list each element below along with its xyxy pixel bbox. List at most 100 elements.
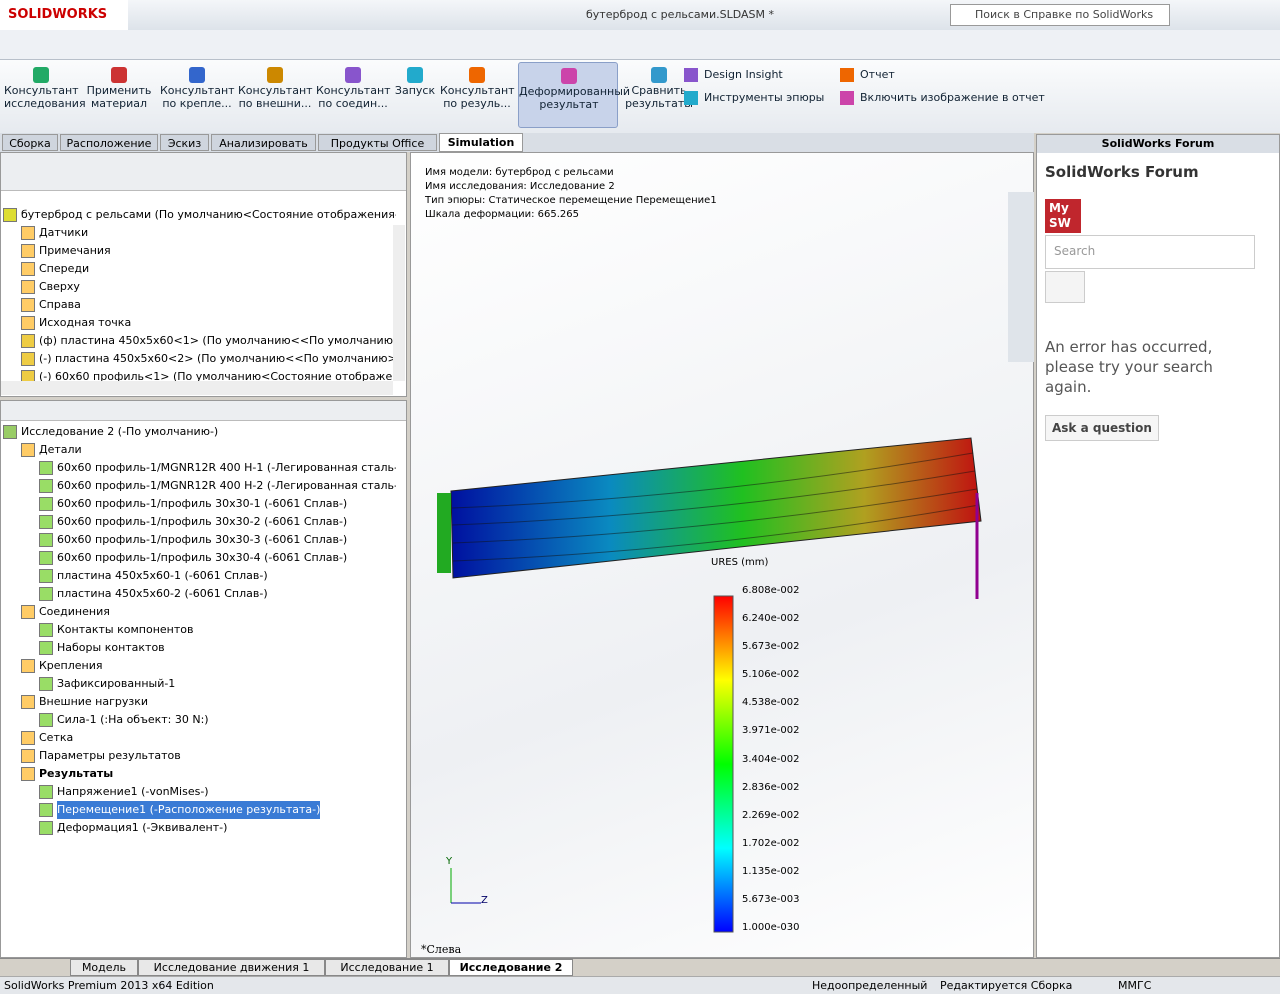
ribbon-button[interactable]: Деформированный результат	[518, 62, 631, 128]
view-info: Имя модели: бутерброд с рельсами	[425, 167, 614, 178]
tree-icon	[39, 641, 53, 655]
bottom-tab[interactable]: Исследование 2	[449, 959, 573, 976]
tree-item[interactable]: (-) пластина 450х5х60<2> (По умолчанию<<…	[21, 350, 396, 368]
beam-edges	[451, 452, 980, 562]
tree-item[interactable]: Результаты	[21, 765, 396, 783]
tab[interactable]: Сборка	[2, 134, 58, 151]
tree-item[interactable]: Примечания	[21, 242, 396, 260]
tree-item[interactable]: Внешние нагрузки	[21, 693, 396, 711]
tree-item[interactable]: Спереди	[21, 260, 396, 278]
quick-toolbar	[0, 30, 1280, 60]
button-label: Консультант по резуль...	[440, 84, 515, 110]
ribbon-item[interactable]: Design Insight	[684, 66, 783, 84]
legend-label: 3.971e-002	[742, 725, 800, 737]
button-icon	[651, 67, 667, 83]
tree-item[interactable]: Перемещение1 (-Расположение результата-)	[39, 801, 321, 819]
tree-item[interactable]: Соединения	[21, 603, 396, 621]
ribbon-item[interactable]: Отчет	[840, 66, 895, 84]
legend-title: URES (mm)	[711, 557, 769, 568]
tree-item[interactable]: 60x60 профиль-1/профиль 30x30-4 (-6061 С…	[39, 549, 396, 567]
tree-icon	[21, 226, 35, 240]
tree-item[interactable]: Исследование 2 (-По умолчанию-)	[3, 423, 396, 441]
tab[interactable]: Расположение	[60, 134, 158, 151]
button-icon	[111, 67, 127, 83]
bottom-tab[interactable]: Исследование 1	[325, 959, 449, 976]
search-button[interactable]	[1045, 271, 1085, 303]
button-label: Запуск	[394, 84, 436, 97]
legend-label: 2.836e-002	[742, 781, 800, 793]
tree-item[interactable]: Справа	[21, 296, 396, 314]
tree-item[interactable]: 60x60 профиль-1/MGNR12R 400 H-2 (-Легиро…	[39, 477, 396, 495]
tree-item[interactable]: 60x60 профиль-1/MGNR12R 400 H-1 (-Легиро…	[39, 459, 396, 477]
tree-icon	[21, 316, 35, 330]
task-pane-tabs[interactable]	[1008, 192, 1034, 362]
tree-item[interactable]: Напряжение1 (-vonMises-)	[39, 783, 396, 801]
button-icon	[267, 67, 283, 83]
ribbon-button[interactable]: Запуск	[394, 62, 436, 128]
tab[interactable]: Продукты Office	[318, 134, 437, 151]
ribbon-item[interactable]: Инструменты эпюры	[684, 89, 824, 107]
tree-icon	[21, 298, 35, 312]
bottom-tab[interactable]: Исследование движения 1	[138, 959, 325, 976]
tree-item[interactable]: Исходная точка	[21, 314, 396, 332]
ribbon-button[interactable]: Консультант по внешни...	[238, 62, 313, 128]
tree-item[interactable]: 60x60 профиль-1/профиль 30x30-3 (-6061 С…	[39, 531, 396, 549]
search-input[interactable]: Search	[1045, 235, 1255, 269]
tree-toolbar	[1, 153, 406, 191]
tree-item[interactable]: Наборы контактов	[39, 639, 396, 657]
tree-item[interactable]: 60x60 профиль-1/профиль 30x30-1 (-6061 С…	[39, 495, 396, 513]
bottom-tab[interactable]: Модель	[70, 959, 138, 976]
tab[interactable]: Анализировать	[211, 134, 316, 151]
graphics-area[interactable]: Имя модели: бутерброд с рельсами Имя иссл…	[410, 152, 1034, 958]
tree-icon	[39, 785, 53, 799]
tree-item[interactable]: Зафиксированный-1	[39, 675, 396, 693]
tree-item[interactable]: Сверху	[21, 278, 396, 296]
ribbon-button[interactable]: Сравнить результаты	[622, 62, 696, 128]
ribbon-button[interactable]: Консультант по крепле...	[160, 62, 235, 128]
pane-header: SolidWorks Forum	[1037, 135, 1279, 153]
item-icon	[840, 68, 854, 82]
scrollbar	[1, 381, 393, 395]
tree-icon	[39, 479, 53, 493]
tree-item[interactable]: Контакты компонентов	[39, 621, 396, 639]
tree-item[interactable]: (ф) пластина 450х5х60<1> (По умолчанию<<…	[21, 332, 396, 350]
tree-item[interactable]: бутерброд с рельсами (По умолчанию<Состо…	[3, 206, 396, 224]
ribbon-button[interactable]: Консультант по соедин...	[316, 62, 391, 128]
tree-item[interactable]: Сила-1 (:На объект: 30 N:)	[39, 711, 396, 729]
tree-icon	[3, 425, 17, 439]
ribbon-item[interactable]: Включить изображение в отчет	[840, 89, 1045, 107]
tree-icon	[39, 623, 53, 637]
tree-item[interactable]: Сетка	[21, 729, 396, 747]
tree-item[interactable]: 60x60 профиль-1/профиль 30x30-2 (-6061 С…	[39, 513, 396, 531]
tree-item[interactable]: Датчики	[21, 224, 396, 242]
ask-button[interactable]: Ask a question	[1045, 415, 1159, 441]
status-item: ММГС	[1118, 979, 1152, 992]
tree-item[interactable]: Крепления	[21, 657, 396, 675]
tree-item[interactable]: Деформация1 (-Эквивалент-)	[39, 819, 396, 837]
status-item: SolidWorks Premium 2013 x64 Edition	[4, 979, 214, 992]
legend-label: 1.702e-002	[742, 837, 800, 849]
tree-item[interactable]: Детали	[21, 441, 396, 459]
ribbon-button[interactable]: Консультант исследования	[4, 62, 86, 128]
tree-item[interactable]: пластина 450x5x60-2 (-6061 Сплав-)	[39, 585, 396, 603]
ribbon-button[interactable]: Применить материал	[82, 62, 156, 128]
tree-item[interactable]: пластина 450x5x60-1 (-6061 Сплав-)	[39, 567, 396, 585]
legend-label: 5.673e-002	[742, 641, 800, 653]
legend-label: 5.673e-003	[742, 893, 800, 905]
view-name: *Слева	[421, 943, 462, 956]
tab[interactable]: Simulation	[439, 133, 523, 152]
ribbon: Консультант исследования Применить матери…	[0, 60, 1280, 133]
help-search[interactable]: Поиск в Справке по SolidWorks	[950, 4, 1170, 26]
scrollbar	[393, 225, 405, 381]
ribbon-button[interactable]: Консультант по резуль...	[440, 62, 515, 128]
logo-line: SW	[1049, 216, 1071, 230]
app-logo[interactable]: SOLIDWORKS	[0, 0, 128, 30]
tab[interactable]: Эскиз	[160, 134, 209, 151]
tree-icon	[21, 749, 35, 763]
tree-icon	[21, 280, 35, 294]
tree-item[interactable]: (-) 60х60 профиль<1> (По умолчанию<Состо…	[21, 368, 396, 386]
tree-item[interactable]: Параметры результатов	[21, 747, 396, 765]
button-label: Деформированный результат	[519, 85, 631, 111]
legend-label: 5.106e-002	[742, 669, 800, 681]
